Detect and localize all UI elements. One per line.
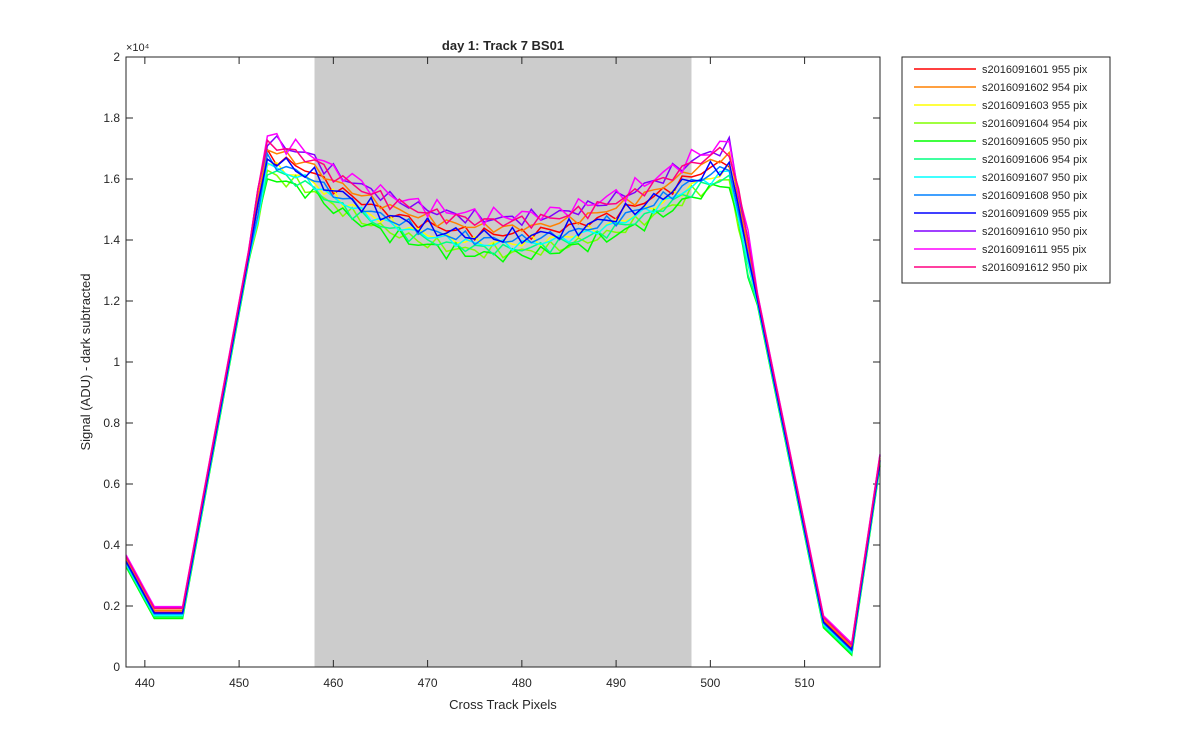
legend: s2016091601 955 pix s2016091602 954 pix s2…: [901, 56, 1111, 284]
legend-label: s2016091602 954 pix: [982, 82, 1088, 94]
legend-label: s2016091601 955 pix: [982, 64, 1088, 76]
legend-entry: s2016091604 954 pix: [914, 118, 1088, 130]
y-exponent-label: ×10⁴: [126, 42, 150, 54]
x-tick-label: 500: [700, 676, 720, 690]
y-tick-label: 0.2: [103, 599, 120, 613]
legend-entry: s2016091610 950 pix: [914, 226, 1088, 238]
plot-area: [125, 56, 881, 668]
legend-label: s2016091605 950 pix: [982, 136, 1088, 148]
legend-entry: s2016091605 950 pix: [914, 136, 1088, 148]
y-tick-label: 0: [113, 660, 120, 674]
series-lines: [125, 132, 881, 657]
legend-entry: s2016091603 955 pix: [914, 100, 1088, 112]
x-tick-label: 440: [135, 676, 155, 690]
legend-entry: s2016091609 955 pix: [914, 208, 1088, 220]
y-tick-label: 0.6: [103, 477, 120, 491]
y-tick-label: 2: [113, 50, 120, 64]
plot-frame: [125, 56, 881, 668]
legend-label: s2016091611 955 pix: [982, 244, 1087, 256]
x-axis-label: Cross Track Pixels: [449, 697, 557, 712]
shaded-region: [314, 57, 692, 667]
y-tick-label: 1.8: [103, 111, 120, 125]
x-tick-label: 480: [512, 676, 532, 690]
legend-label: s2016091607 950 pix: [982, 172, 1088, 184]
x-tick-label: 490: [606, 676, 626, 690]
legend-label: s2016091604 954 pix: [982, 118, 1088, 130]
series-line-12: [125, 138, 881, 647]
legend-label: s2016091609 955 pix: [982, 208, 1088, 220]
x-tick-labels: 440 450 460 470 480 490 500 510: [135, 676, 815, 690]
y-tick-label: 1.2: [103, 294, 120, 308]
tick-marks: [126, 56, 880, 668]
y-tick-label: 1.6: [103, 172, 120, 186]
y-axis-label: Signal (ADU) - dark subtracted: [78, 273, 93, 450]
x-tick-label: 470: [418, 676, 438, 690]
legend-entry: s2016091606 954 pix: [914, 154, 1088, 166]
legend-entry: s2016091608 950 pix: [914, 190, 1088, 202]
legend-label: s2016091608 950 pix: [982, 190, 1088, 202]
legend-entry: s2016091601 955 pix: [914, 64, 1088, 76]
legend-entry: s2016091607 950 pix: [914, 172, 1088, 184]
series-line-9: [125, 156, 881, 652]
legend-label: s2016091606 954 pix: [982, 154, 1088, 166]
chart-title: day 1: Track 7 BS01: [442, 38, 564, 53]
y-tick-label: 1.4: [103, 233, 120, 247]
legend-label: s2016091612 950 pix: [982, 262, 1088, 274]
legend-items: s2016091601 955 pix s2016091602 954 pix s2…: [914, 64, 1088, 274]
x-tick-label: 450: [229, 676, 249, 690]
x-tick-label: 510: [795, 676, 815, 690]
legend-entry: s2016091612 950 pix: [914, 262, 1088, 274]
legend-entry: s2016091602 954 pix: [914, 82, 1088, 94]
y-tick-label: 0.4: [103, 538, 120, 552]
y-tick-label: 1: [113, 355, 120, 369]
y-tick-labels: 0 0.2 0.4 0.6 0.8 1 1.2 1.4 1.6 1.8 2: [103, 50, 120, 674]
legend-box: [901, 56, 1111, 284]
legend-label: s2016091603 955 pix: [982, 100, 1088, 112]
legend-label: s2016091610 950 pix: [982, 226, 1088, 238]
y-tick-label: 0.8: [103, 416, 120, 430]
legend-entry: s2016091611 955 pix: [914, 244, 1087, 256]
x-tick-label: 460: [323, 676, 343, 690]
